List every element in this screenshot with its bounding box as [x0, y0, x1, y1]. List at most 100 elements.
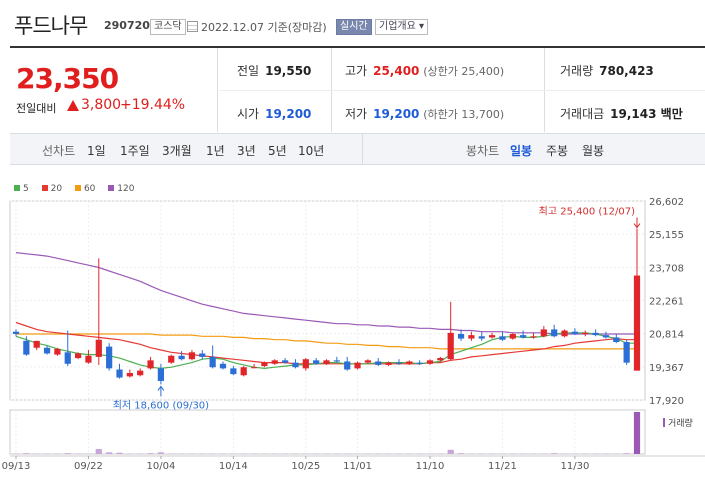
stat-prev: 전일 19,550 [237, 64, 312, 78]
x-tick-label: 10/14 [219, 461, 248, 472]
volume-bar [447, 449, 454, 454]
candle-body [613, 337, 620, 343]
y-tick-label: 25,155 [649, 230, 684, 241]
candle-body [209, 356, 216, 368]
candle-body [344, 361, 351, 370]
candle-chart-label: 봉차트 [466, 144, 500, 158]
candle-body [437, 358, 444, 361]
legend-ma60: 60 [74, 184, 95, 194]
candle-body [468, 335, 475, 339]
volume-label: 거래량 [663, 416, 693, 429]
price-box: 23,350 전일대비 3,800 +19.44% [10, 48, 218, 132]
candle-body [302, 359, 309, 369]
stat-open: 시가 19,200 [237, 107, 312, 121]
candle-daily[interactable]: 일봉 [510, 144, 533, 158]
candle-body [561, 330, 568, 337]
calendar-icon [187, 21, 198, 32]
candle-body [95, 339, 102, 357]
candle-body [147, 360, 154, 369]
low-arrow-head [157, 385, 165, 391]
candle-body [240, 367, 247, 376]
candle-body [571, 331, 579, 334]
stat-volume: 거래량 780,423 [560, 64, 654, 78]
x-tick-label: 11/10 [416, 461, 445, 472]
candle-body [43, 347, 51, 354]
candle-body [261, 362, 268, 367]
period-10y[interactable]: 10년 [298, 144, 325, 158]
period-5y[interactable]: 5년 [268, 144, 287, 158]
y-tick-label: 20,814 [649, 330, 684, 341]
candle-body [250, 367, 258, 369]
candle-body [292, 362, 299, 368]
candle-body [157, 368, 165, 381]
low-annotation: 최저 18,600 (09/30) [113, 399, 209, 411]
period-1d[interactable]: 1일 [87, 144, 106, 158]
candle-body [385, 362, 392, 365]
period-3y[interactable]: 3년 [237, 144, 256, 158]
price-change: 3,800 [81, 97, 122, 113]
legend-ma120: 120 [108, 184, 134, 194]
volume-bar [147, 453, 154, 454]
stat-amount: 거래대금 19,143 백만 [560, 107, 683, 121]
candle-body [416, 362, 423, 364]
y-tick-label: 17,920 [649, 396, 684, 407]
x-tick-label: 11/01 [343, 461, 372, 472]
base-date: 2022.12.07 기준(장마감) [201, 21, 327, 34]
candle-body [633, 275, 641, 371]
x-tick-label: 11/21 [488, 461, 517, 472]
candle-body [33, 340, 40, 348]
candle-body [106, 346, 113, 369]
high-annotation: 최고 25,400 (12/07) [539, 206, 635, 218]
toolbar-divider [362, 134, 363, 164]
candle-body [74, 353, 82, 359]
candle-body [323, 360, 330, 364]
candle-body [395, 362, 403, 364]
volume-bar [551, 453, 558, 454]
candle-body [64, 352, 71, 364]
y-tick-label: 19,367 [649, 363, 684, 374]
y-tick-label: 22,261 [649, 297, 684, 308]
candle-body [551, 329, 558, 337]
candle-body [12, 331, 20, 334]
header-divider [10, 46, 705, 48]
candle-body [23, 340, 30, 355]
candle-body [188, 352, 196, 360]
x-tick-label: 11/30 [560, 461, 589, 472]
x-tick-label: 10/25 [291, 461, 320, 472]
price-change-percent: +19.44% [120, 97, 186, 113]
stat-low: 저가 19,200 (하한가 13,700) [345, 107, 505, 121]
current-price: 23,350 [16, 62, 119, 95]
candle-body [426, 360, 434, 364]
company-overview-dropdown[interactable]: 기업개요 ▾ [375, 19, 428, 35]
candle-body [137, 370, 144, 376]
period-toolbar: 선차트 1일 1주일 3개월 1년 3년 5년 10년 봉차트 일봉 주봉 월봉 [10, 133, 705, 165]
y-tick-label: 23,708 [649, 263, 684, 274]
legend-ma5: 5 [14, 184, 29, 194]
volume-bar [116, 452, 123, 454]
period-3m[interactable]: 3개월 [162, 144, 192, 158]
candlestick-chart[interactable]: 26,602 25,155 23,708 22,261 20,814 19,367 17,9… [0, 198, 705, 491]
period-1y[interactable]: 1년 [206, 144, 225, 158]
candle-body [592, 332, 599, 336]
ma-legend: 5 20 60 120 [14, 184, 144, 194]
candle-body [178, 355, 185, 360]
candle-body [54, 348, 61, 355]
candle-weekly[interactable]: 주봉 [546, 144, 569, 158]
candle-body [457, 333, 465, 339]
candle-body [168, 355, 175, 363]
stats-panel: 전일 19,550 고가 25,400 (상한가 25,400) 거래량 780,42… [219, 48, 705, 132]
volume-bar [23, 453, 30, 454]
up-arrow-icon [67, 100, 79, 111]
x-tick-label: 09/13 [2, 461, 31, 472]
realtime-button[interactable]: 실시간 [336, 19, 372, 35]
period-1w[interactable]: 1주일 [120, 144, 150, 158]
candle-monthly[interactable]: 월봉 [582, 144, 605, 158]
volume-bar [633, 412, 641, 454]
market-badge: 코스닥 [150, 19, 186, 35]
y-tick-label: 26,602 [649, 198, 684, 208]
volume-bar [157, 452, 165, 454]
ma120-line [15, 252, 637, 335]
candle-body [623, 342, 630, 363]
x-tick-label: 09/22 [74, 461, 103, 472]
candle-body [354, 362, 361, 369]
